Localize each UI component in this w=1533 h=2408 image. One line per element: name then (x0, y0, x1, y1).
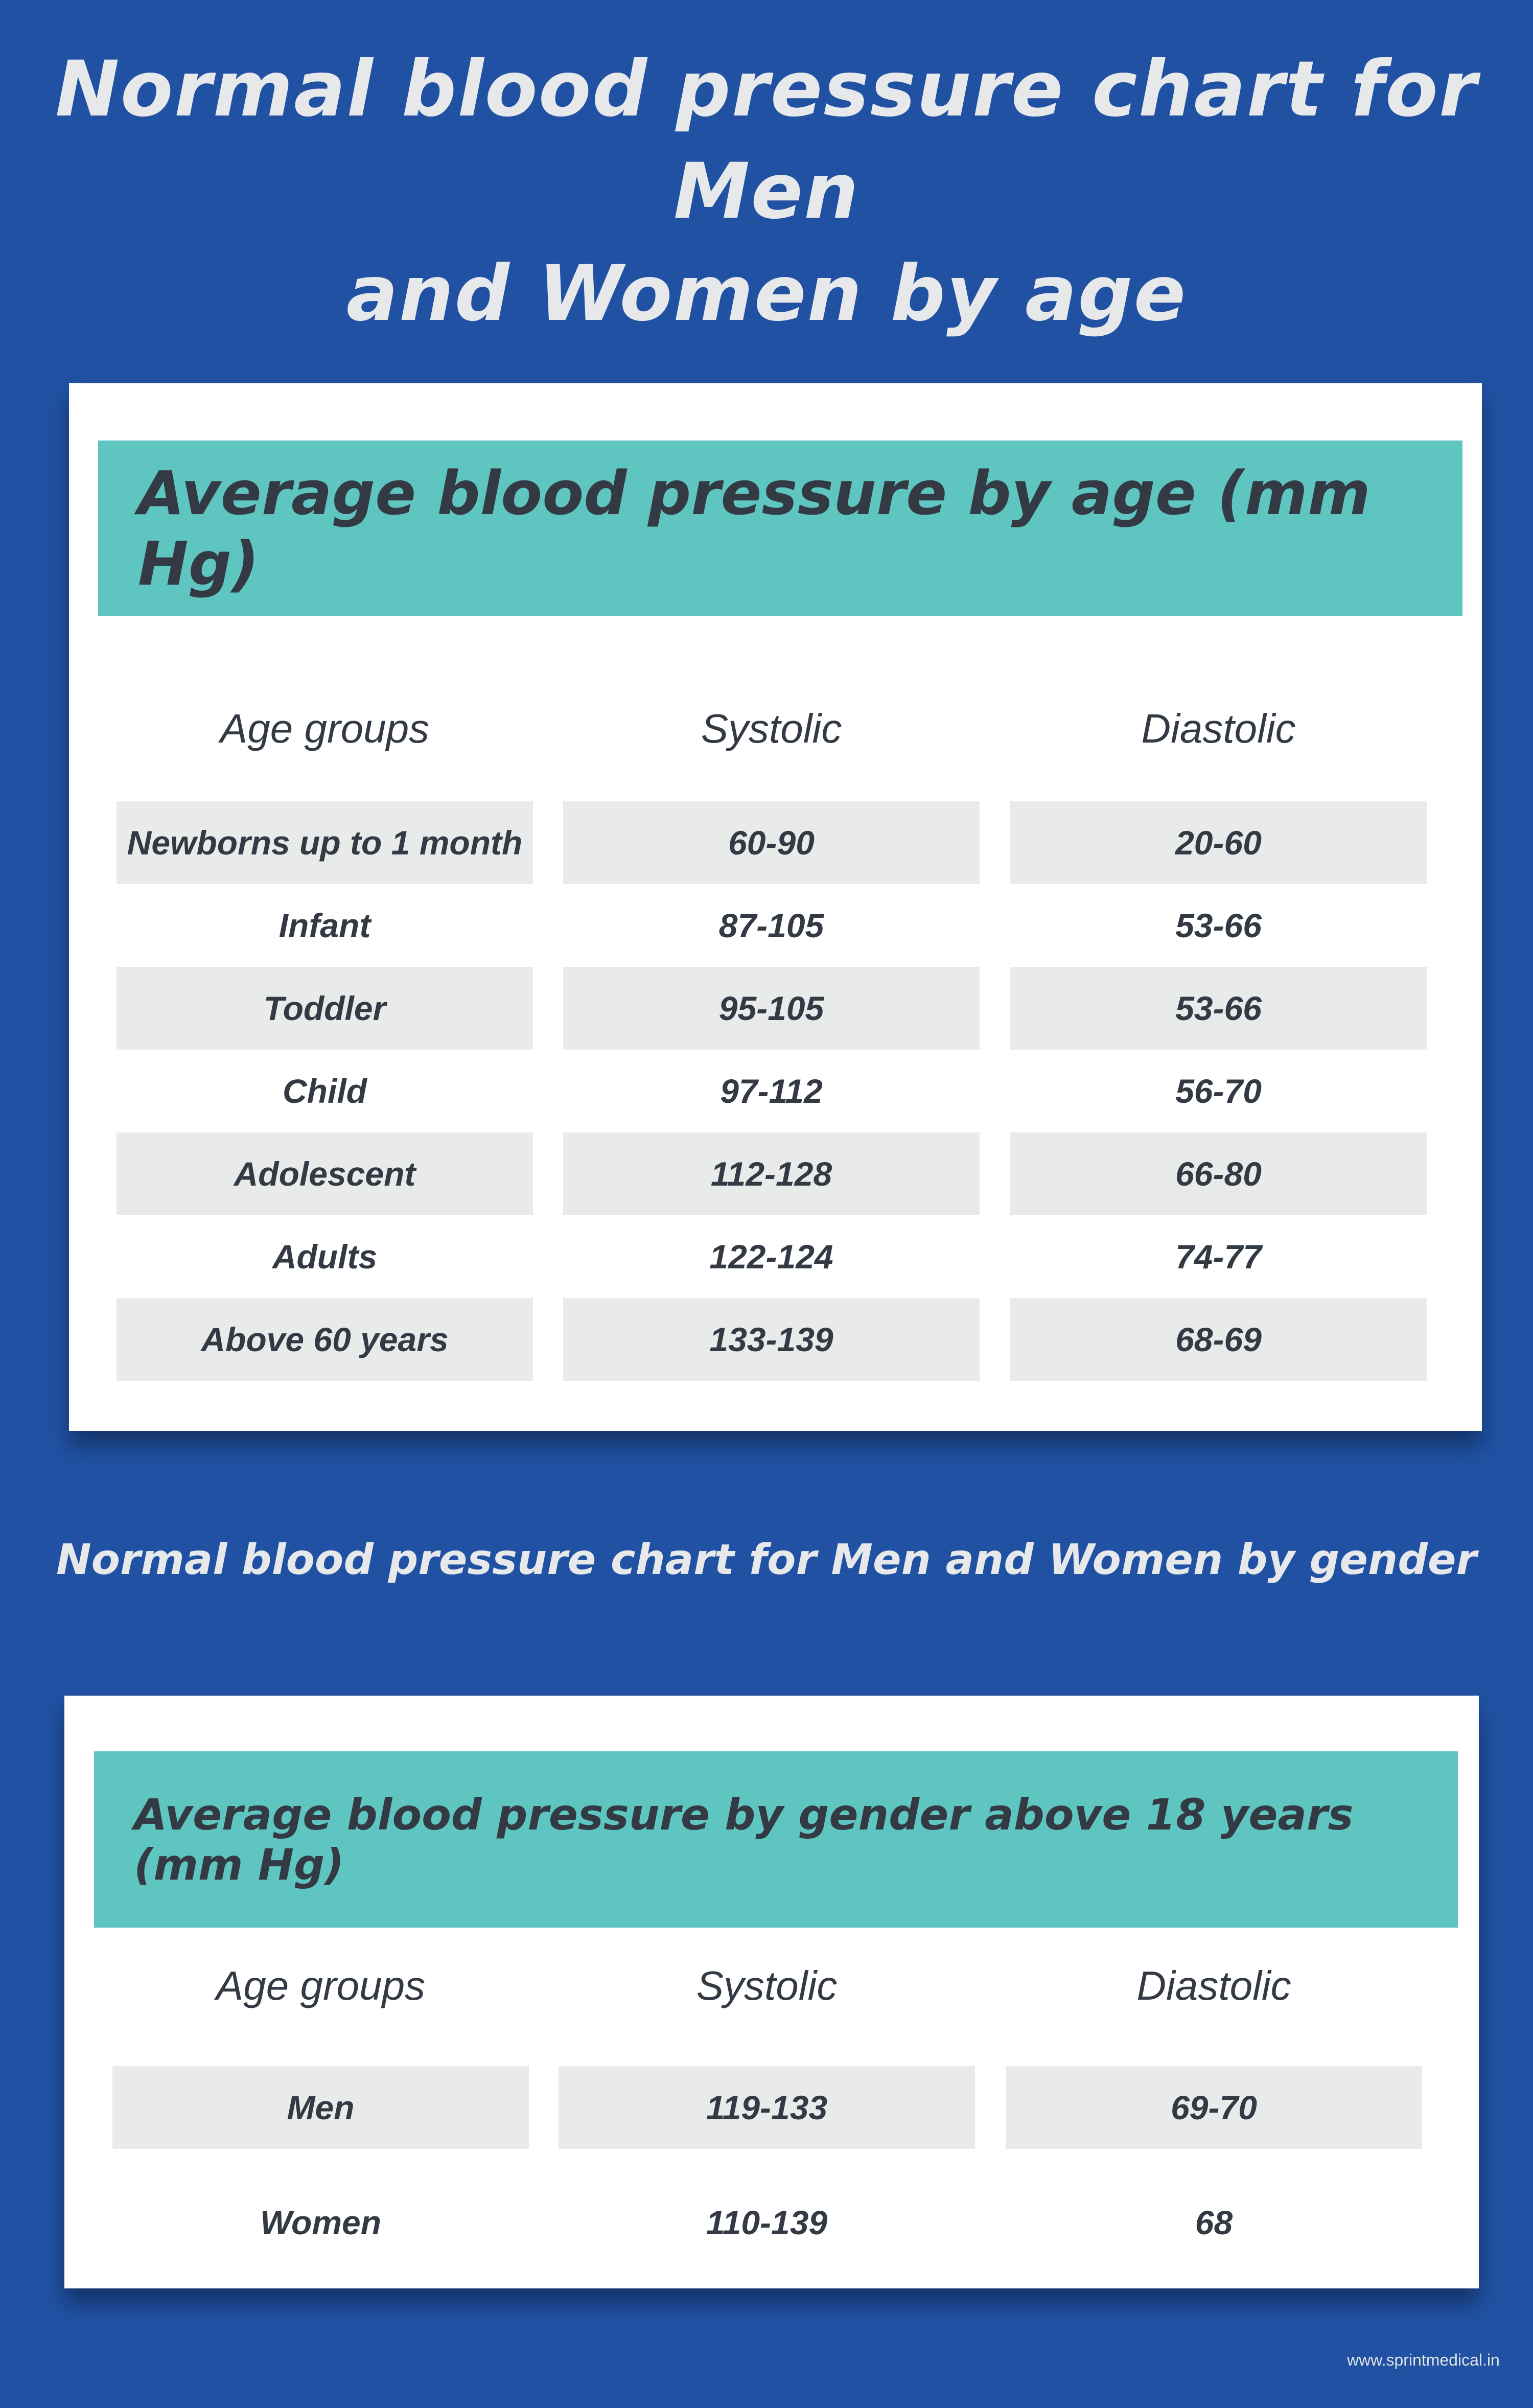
table-cell: 119-133 (559, 2066, 975, 2149)
column-header: Age groups (216, 1963, 426, 2008)
age-table-heading-text: Average blood pressure by age (mm Hg) (138, 457, 1371, 599)
table-cell: Adolescent (117, 1132, 533, 1215)
subtitle: Normal blood pressure chart for Men and … (56, 1536, 1477, 1584)
table-cell: Men (112, 2066, 529, 2149)
table-cell: Above 60 years (117, 1298, 533, 1381)
page-title: Normal blood pressure chart for Men and W… (0, 38, 1533, 345)
table-cell: 122-124 (709, 1238, 833, 1276)
table-cell: 87-105 (718, 907, 824, 944)
table-cell: 56-70 (1175, 1072, 1262, 1110)
table-cell: 69-70 (1006, 2066, 1422, 2149)
table-cell: Infant (278, 907, 371, 944)
table-cell: 53-66 (1175, 907, 1262, 944)
table-cell: 68-69 (1010, 1298, 1427, 1381)
table-cell: 68 (1195, 2204, 1233, 2241)
column-header: Systolic (701, 706, 842, 751)
column-header: Diastolic (1141, 706, 1296, 751)
table-cell: 20-60 (1010, 801, 1427, 884)
table-cell: 97-112 (720, 1072, 823, 1110)
title-line-2: and Women by age (346, 249, 1187, 338)
column-header: Age groups (220, 706, 430, 751)
table-cell: Toddler (117, 967, 533, 1050)
table-cell: Women (260, 2204, 382, 2241)
table-cell: 95-105 (563, 967, 980, 1050)
gender-table-heading: Average blood pressure by gender above 1… (94, 1751, 1458, 1928)
gender-table-heading-text: Average blood pressure by gender above 1… (134, 1789, 1354, 1890)
table-cell: 74-77 (1175, 1238, 1262, 1276)
table-cell: 133-139 (563, 1298, 980, 1381)
column-header: Diastolic (1136, 1963, 1291, 2008)
table-cell: 53-66 (1010, 967, 1427, 1050)
column-header: Systolic (696, 1963, 838, 2008)
age-table-heading: Average blood pressure by age (mm Hg) (98, 441, 1462, 616)
table-cell: Child (283, 1072, 367, 1110)
table-cell: Newborns up to 1 month (117, 801, 533, 884)
table-cell: Adults (272, 1238, 378, 1276)
title-line-1: Normal blood pressure chart for Men (55, 45, 1478, 236)
table-cell: 112-128 (563, 1132, 980, 1215)
footer-url[interactable]: www.sprintmedical.in (1347, 2351, 1500, 2369)
table-cell: 66-80 (1010, 1132, 1427, 1215)
table-cell: 60-90 (563, 801, 980, 884)
table-cell: 110-139 (706, 2204, 828, 2241)
